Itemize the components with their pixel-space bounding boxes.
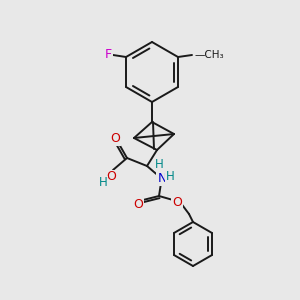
Text: O: O [133, 197, 143, 211]
Text: H: H [154, 158, 164, 170]
Text: N: N [157, 172, 167, 184]
Text: O: O [106, 170, 116, 184]
Text: H: H [99, 176, 107, 190]
Text: —CH₃: —CH₃ [195, 50, 225, 60]
Text: H: H [166, 169, 174, 182]
Text: O: O [172, 196, 182, 208]
Text: F: F [104, 49, 112, 62]
Text: O: O [110, 131, 120, 145]
